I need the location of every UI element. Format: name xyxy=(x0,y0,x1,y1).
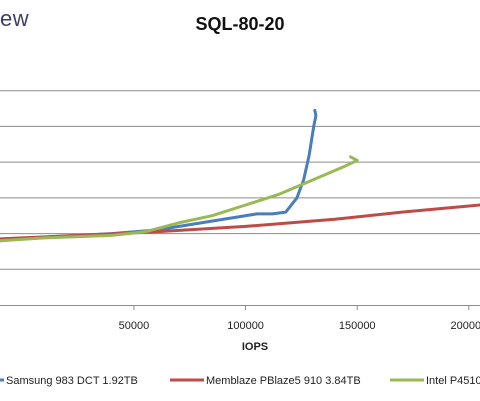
brand-logo-fragment: ew xyxy=(0,6,30,31)
x-tick-label: 200000 xyxy=(450,320,480,332)
x-tick-label: 50000 xyxy=(119,320,150,332)
x-tick-label: 150000 xyxy=(339,320,376,332)
x-axis-label: IOPS xyxy=(242,341,268,353)
legend-entry: Intel P4510 xyxy=(426,375,480,387)
legend-entry: Samsung 983 DCT 1.92TB xyxy=(6,375,138,387)
legend-entry: Memblaze PBlaze5 910 3.84TB xyxy=(206,375,361,387)
x-tick-label: 100000 xyxy=(227,320,264,332)
series-line xyxy=(0,108,318,243)
chart-title: SQL-80-20 xyxy=(195,14,285,34)
series-line xyxy=(0,155,359,243)
